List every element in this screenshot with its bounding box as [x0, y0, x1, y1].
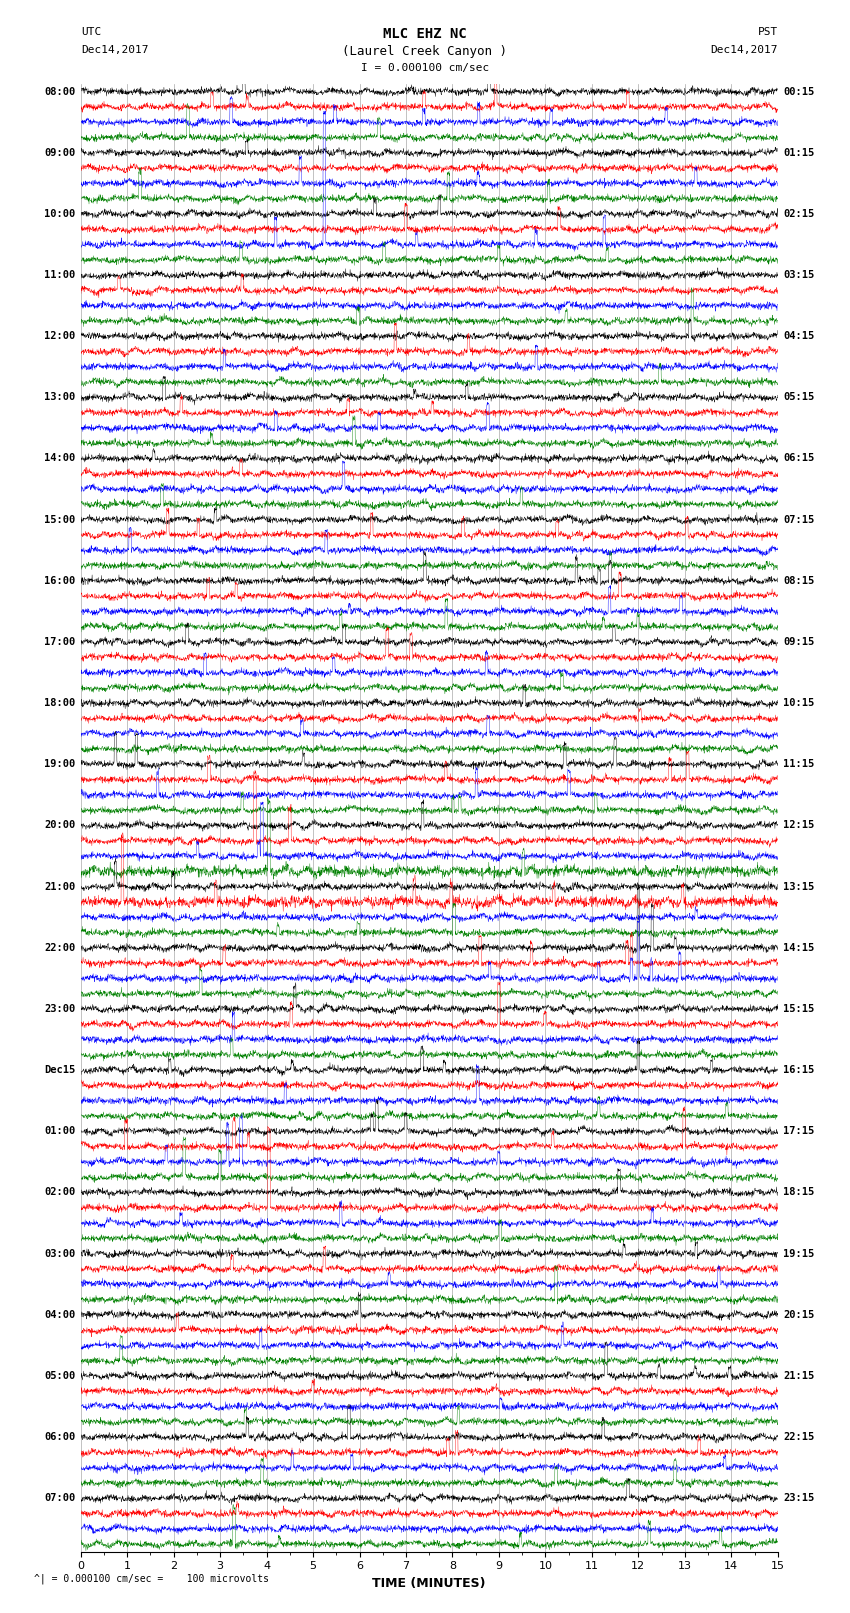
Text: 21:00: 21:00: [44, 882, 75, 892]
Text: 16:00: 16:00: [44, 576, 75, 586]
Text: 11:00: 11:00: [44, 269, 75, 281]
Text: I = 0.000100 cm/sec: I = 0.000100 cm/sec: [361, 63, 489, 73]
Text: 18:00: 18:00: [44, 698, 75, 708]
Text: 04:00: 04:00: [44, 1310, 75, 1319]
Text: MLC EHZ NC: MLC EHZ NC: [383, 27, 467, 42]
Text: 22:00: 22:00: [44, 942, 75, 953]
Text: 10:00: 10:00: [44, 208, 75, 219]
Text: 08:15: 08:15: [784, 576, 814, 586]
Text: 15:00: 15:00: [44, 515, 75, 524]
Text: 00:15: 00:15: [784, 87, 814, 97]
Text: 23:15: 23:15: [784, 1494, 814, 1503]
Text: 01:15: 01:15: [784, 148, 814, 158]
Text: 07:00: 07:00: [44, 1494, 75, 1503]
Text: 20:15: 20:15: [784, 1310, 814, 1319]
Text: 02:00: 02:00: [44, 1187, 75, 1197]
Text: 15:15: 15:15: [784, 1003, 814, 1015]
Text: 05:00: 05:00: [44, 1371, 75, 1381]
Text: 04:15: 04:15: [784, 331, 814, 342]
Text: 07:15: 07:15: [784, 515, 814, 524]
Text: 22:15: 22:15: [784, 1432, 814, 1442]
Text: 19:00: 19:00: [44, 760, 75, 769]
Text: 09:15: 09:15: [784, 637, 814, 647]
Text: 03:00: 03:00: [44, 1248, 75, 1258]
Text: UTC: UTC: [81, 27, 101, 37]
Text: 01:00: 01:00: [44, 1126, 75, 1136]
Text: 14:15: 14:15: [784, 942, 814, 953]
Text: 17:00: 17:00: [44, 637, 75, 647]
Text: 21:15: 21:15: [784, 1371, 814, 1381]
Text: 05:15: 05:15: [784, 392, 814, 402]
Text: Dec14,2017: Dec14,2017: [711, 45, 778, 55]
Text: 19:15: 19:15: [784, 1248, 814, 1258]
Text: 10:15: 10:15: [784, 698, 814, 708]
Text: 17:15: 17:15: [784, 1126, 814, 1136]
Text: PST: PST: [757, 27, 778, 37]
Text: 03:15: 03:15: [784, 269, 814, 281]
Text: 11:15: 11:15: [784, 760, 814, 769]
Text: 20:00: 20:00: [44, 821, 75, 831]
Text: 06:00: 06:00: [44, 1432, 75, 1442]
Text: Dec15: Dec15: [44, 1065, 75, 1076]
Text: 12:00: 12:00: [44, 331, 75, 342]
Text: 13:15: 13:15: [784, 882, 814, 892]
Text: 06:15: 06:15: [784, 453, 814, 463]
Text: 14:00: 14:00: [44, 453, 75, 463]
Text: 18:15: 18:15: [784, 1187, 814, 1197]
Text: 13:00: 13:00: [44, 392, 75, 402]
Text: 08:00: 08:00: [44, 87, 75, 97]
Text: (Laurel Creek Canyon ): (Laurel Creek Canyon ): [343, 45, 507, 58]
Text: 02:15: 02:15: [784, 208, 814, 219]
Text: 09:00: 09:00: [44, 148, 75, 158]
Text: 16:15: 16:15: [784, 1065, 814, 1076]
X-axis label: TIME (MINUTES): TIME (MINUTES): [372, 1578, 486, 1590]
Text: 23:00: 23:00: [44, 1003, 75, 1015]
Text: 12:15: 12:15: [784, 821, 814, 831]
Text: Dec14,2017: Dec14,2017: [81, 45, 148, 55]
Text: ^| = 0.000100 cm/sec =    100 microvolts: ^| = 0.000100 cm/sec = 100 microvolts: [34, 1573, 269, 1584]
